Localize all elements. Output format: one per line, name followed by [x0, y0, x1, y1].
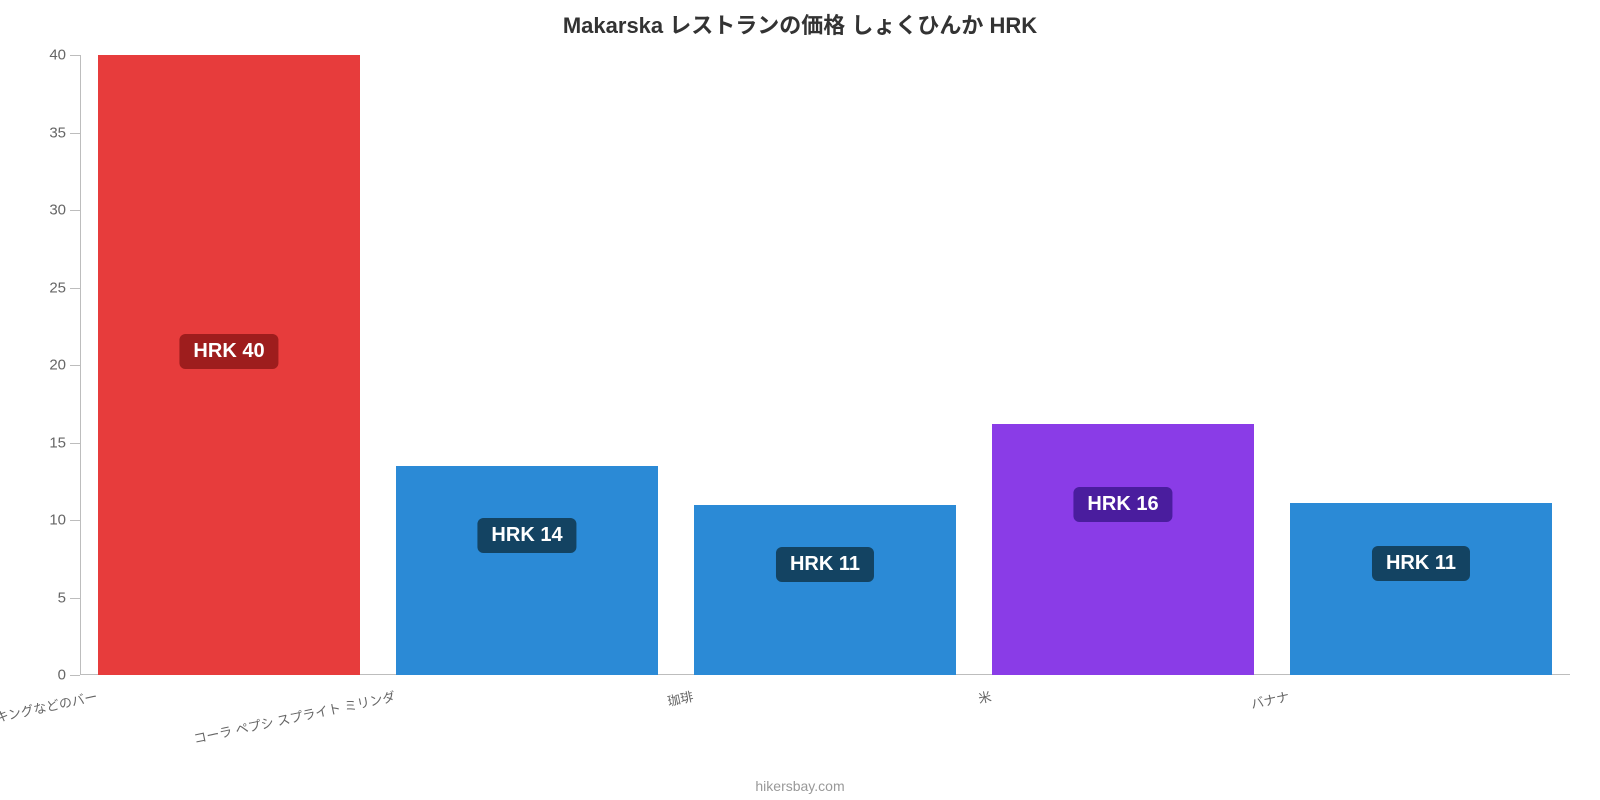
- plot-area: HRK 40HRK 14HRK 11HRK 16HRK 11 051015202…: [80, 55, 1570, 675]
- y-tick-label: 5: [58, 589, 80, 606]
- chart-title: Makarska レストランの価格 しょくひんか HRK: [0, 8, 1600, 40]
- bar: [694, 505, 956, 676]
- y-tick-label: 10: [49, 512, 80, 529]
- bar-value-badge: HRK 11: [1372, 546, 1470, 581]
- bar-value-badge: HRK 14: [477, 518, 576, 553]
- bar: [1290, 503, 1552, 675]
- attribution-text: hikersbay.com: [0, 778, 1600, 794]
- bar-value-badge: HRK 40: [179, 334, 278, 369]
- bars-container: HRK 40 HRK 14 HRK 11 HRK 16 HRK 11: [80, 55, 1570, 675]
- y-tick-label: 30: [49, 202, 80, 219]
- x-axis-labels: マックバーガーキングなどのバーコーラ ペプシ スプライト ミリンダ珈琲米バナナ: [80, 680, 1570, 770]
- x-axis-label: 米: [976, 686, 993, 707]
- x-axis-label: 珈琲: [665, 686, 694, 710]
- y-tick-label: 20: [49, 357, 80, 374]
- y-tick-label: 35: [49, 124, 80, 141]
- y-tick-label: 15: [49, 434, 80, 451]
- x-axis-label: コーラ ペプシ スプライト ミリンダ: [192, 686, 397, 747]
- y-tick-label: 40: [49, 47, 80, 64]
- bar: [396, 466, 658, 675]
- bar-value-badge: HRK 16: [1073, 487, 1172, 522]
- bar-value-badge: HRK 11: [776, 547, 874, 582]
- x-axis-label: バナナ: [1249, 686, 1291, 713]
- y-tick-label: 0: [58, 667, 80, 684]
- x-axis-label: マックバーガーキングなどのバー: [0, 686, 99, 745]
- bar: [992, 424, 1254, 675]
- price-bar-chart: Makarska レストランの価格 しょくひんか HRK HRK 40 HRK 1…: [0, 0, 1600, 800]
- y-tick-label: 25: [49, 279, 80, 296]
